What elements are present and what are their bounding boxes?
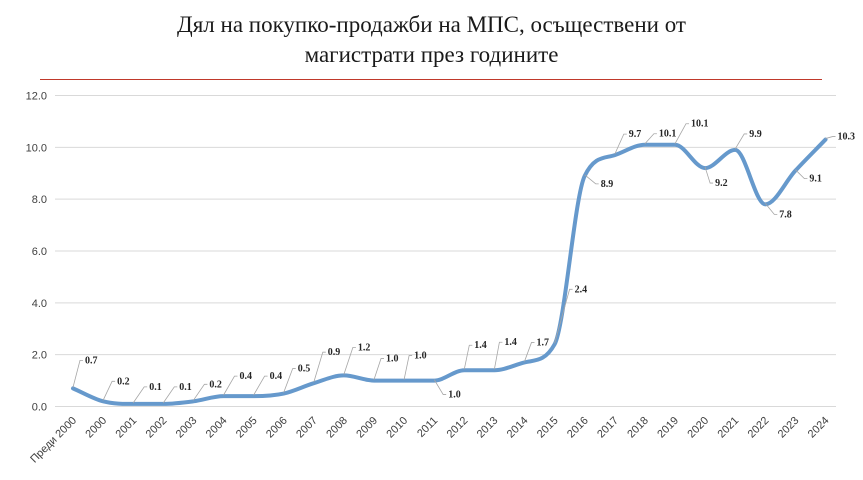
x-tick-label: 2008 bbox=[324, 415, 350, 441]
data-label: 10.1 bbox=[691, 119, 709, 130]
data-label-leader bbox=[524, 342, 535, 362]
data-label: 1.0 bbox=[414, 351, 427, 362]
data-label-leader bbox=[283, 368, 296, 393]
x-tick-label: 2001 bbox=[114, 415, 140, 441]
data-label-leader bbox=[554, 288, 573, 344]
x-tick-label: 2017 bbox=[595, 415, 621, 441]
data-label: 8.9 bbox=[601, 179, 614, 190]
data-label-leader bbox=[72, 359, 83, 388]
y-tick-label: 8.0 bbox=[32, 194, 47, 206]
chart-title: Дял на покупко-продажби на МПС, осъществ… bbox=[0, 10, 863, 70]
x-tick-label: 2023 bbox=[776, 415, 802, 441]
data-label-leader bbox=[614, 133, 627, 155]
data-label-leader bbox=[674, 123, 689, 144]
y-axis-ticks: 0.0 2.0 4.0 6.0 8.0 10.0 12.0 bbox=[26, 91, 47, 414]
x-tick-label: 2000 bbox=[83, 415, 109, 441]
y-tick-label: 0.0 bbox=[32, 402, 47, 414]
data-label: 0.7 bbox=[85, 355, 98, 366]
x-tick-label: 2012 bbox=[445, 415, 471, 441]
data-label: 1.4 bbox=[474, 340, 487, 351]
data-label: 9.1 bbox=[809, 174, 822, 185]
data-label: 0.1 bbox=[149, 382, 162, 393]
data-label-leader bbox=[373, 358, 384, 380]
data-label: 1.7 bbox=[537, 337, 550, 348]
data-label: 0.4 bbox=[270, 371, 283, 382]
y-tick-label: 10.0 bbox=[26, 142, 47, 154]
data-label: 7.8 bbox=[779, 209, 792, 220]
x-tick-label: 2021 bbox=[716, 415, 742, 441]
data-labels: 0.7 0.2 0.1 0.1 0.2 0.4 0.4 0.5 0.9 1.2 1.0 1.0 1.0 1… bbox=[72, 119, 856, 404]
x-axis-ticks: Преди 2000 2000 2001 2002 2003 2004 2005 2006 20… bbox=[28, 415, 831, 466]
data-label-leader bbox=[795, 169, 808, 180]
data-label-leader bbox=[494, 341, 503, 370]
x-tick-label: 2019 bbox=[655, 415, 681, 441]
data-label-leader bbox=[825, 136, 836, 139]
x-tick-label: 2007 bbox=[294, 415, 320, 441]
x-tick-label: 2016 bbox=[565, 415, 591, 441]
x-tick-label: 2020 bbox=[685, 415, 711, 441]
data-label-leader bbox=[433, 379, 447, 395]
data-label-leader bbox=[704, 166, 714, 184]
data-label: 1.0 bbox=[448, 390, 461, 401]
chart-title-line-1: Дял на покупко-продажби на МПС, осъществ… bbox=[177, 12, 686, 37]
x-tick-label: 2009 bbox=[354, 415, 380, 441]
data-label: 1.4 bbox=[504, 337, 517, 348]
data-label: 0.5 bbox=[298, 364, 311, 375]
x-tick-label: 2004 bbox=[204, 415, 230, 441]
x-tick-label: 2006 bbox=[264, 415, 290, 441]
data-label: 0.2 bbox=[117, 376, 130, 387]
data-label: 2.4 bbox=[575, 284, 588, 295]
data-label: 9.2 bbox=[715, 178, 728, 189]
x-tick-label: 2003 bbox=[174, 415, 200, 441]
series-line-group bbox=[71, 137, 828, 406]
x-tick-label: 2022 bbox=[746, 415, 772, 441]
data-label-leader bbox=[343, 347, 356, 375]
x-tick-label: 2014 bbox=[505, 415, 531, 441]
data-label: 9.9 bbox=[749, 129, 762, 140]
data-label: 10.1 bbox=[659, 129, 677, 140]
x-tick-label: 2015 bbox=[535, 415, 561, 441]
x-tick-label: 2005 bbox=[234, 415, 260, 441]
data-label-leader bbox=[584, 174, 599, 185]
data-label-leader bbox=[132, 386, 148, 404]
y-tick-label: 12.0 bbox=[26, 91, 47, 103]
data-label: 0.9 bbox=[328, 347, 341, 358]
y-tick-label: 4.0 bbox=[32, 298, 47, 310]
x-tick-label: 2018 bbox=[625, 415, 651, 441]
x-tick-label: 2013 bbox=[475, 415, 501, 441]
data-label: 1.2 bbox=[358, 342, 371, 353]
data-label: 0.1 bbox=[179, 382, 192, 393]
data-label-leader bbox=[253, 375, 268, 396]
data-label-leader bbox=[162, 386, 178, 404]
x-tick-label: 2024 bbox=[806, 415, 832, 441]
data-label: 0.2 bbox=[209, 379, 222, 390]
data-label: 9.7 bbox=[629, 129, 642, 140]
data-label: 0.4 bbox=[240, 371, 253, 382]
data-label-leader bbox=[644, 133, 657, 145]
data-label-leader bbox=[734, 133, 748, 150]
data-label-leader bbox=[313, 351, 326, 383]
x-tick-label: 2002 bbox=[144, 415, 170, 441]
series-line bbox=[71, 137, 828, 406]
x-tick-label: 2011 bbox=[415, 415, 440, 440]
data-label: 10.3 bbox=[838, 132, 856, 143]
data-label-leader bbox=[403, 355, 413, 380]
data-label-leader bbox=[193, 383, 208, 401]
data-label-leader bbox=[463, 344, 473, 370]
y-tick-label: 6.0 bbox=[32, 246, 47, 258]
data-label-leader bbox=[223, 375, 238, 396]
x-tick-label: 2010 bbox=[384, 415, 410, 441]
data-label: 1.0 bbox=[386, 354, 399, 365]
x-tick-label: Преди 2000 bbox=[28, 415, 79, 466]
data-label-leader bbox=[102, 380, 116, 401]
chart-title-line-2: магистрати през годините bbox=[304, 42, 559, 67]
title-divider bbox=[40, 79, 822, 80]
data-label-leader bbox=[764, 203, 778, 215]
gridlines bbox=[55, 95, 836, 407]
y-tick-label: 2.0 bbox=[32, 350, 47, 362]
